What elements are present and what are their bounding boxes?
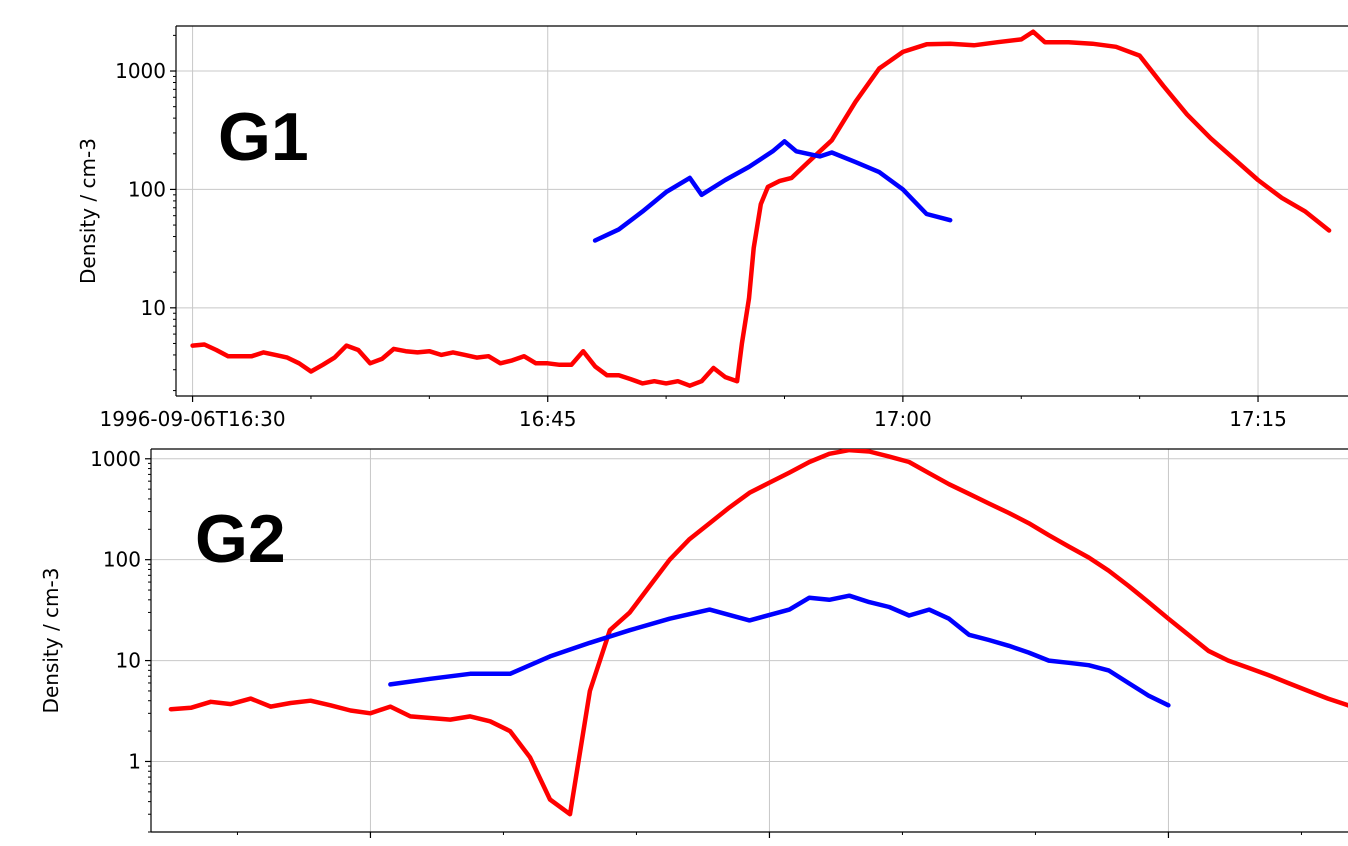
x-tick-label: 17:00	[874, 407, 932, 431]
y-tick-label: 100	[103, 548, 141, 572]
x-tick-label: 17:15	[1229, 407, 1287, 431]
panel-label: G2	[195, 501, 286, 577]
blue-series-line	[388, 593, 1171, 708]
y-tick-label: 10	[141, 296, 166, 320]
y-tick-label: 10	[116, 649, 141, 673]
chart-panel-g1: 10 100 1000 1996-09-06T16:30 16:45 17:00 17:15…	[76, 25, 1348, 431]
y-axis-label: Density / cm-3	[39, 568, 63, 714]
x-tick-label: 1996-09-06T16:30	[100, 407, 286, 431]
y-axis-label: Density / cm-3	[76, 138, 100, 284]
x-tick-label: 16:45	[519, 407, 577, 431]
chart-panel-g2: 1 10 100 1000 Density / cm-3 G2	[39, 447, 1348, 838]
panel-label: G1	[218, 99, 309, 175]
blue-series-line	[592, 139, 953, 243]
y-tick-label: 100	[128, 177, 166, 201]
red-series-line	[168, 449, 1348, 817]
y-tick-label: 1	[128, 749, 141, 773]
red-series-line	[190, 29, 1332, 388]
y-tick-label: 1000	[90, 447, 141, 471]
y-tick-label: 1000	[115, 59, 166, 83]
